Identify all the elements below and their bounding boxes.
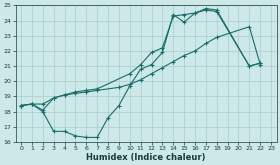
X-axis label: Humidex (Indice chaleur): Humidex (Indice chaleur)	[86, 152, 206, 162]
